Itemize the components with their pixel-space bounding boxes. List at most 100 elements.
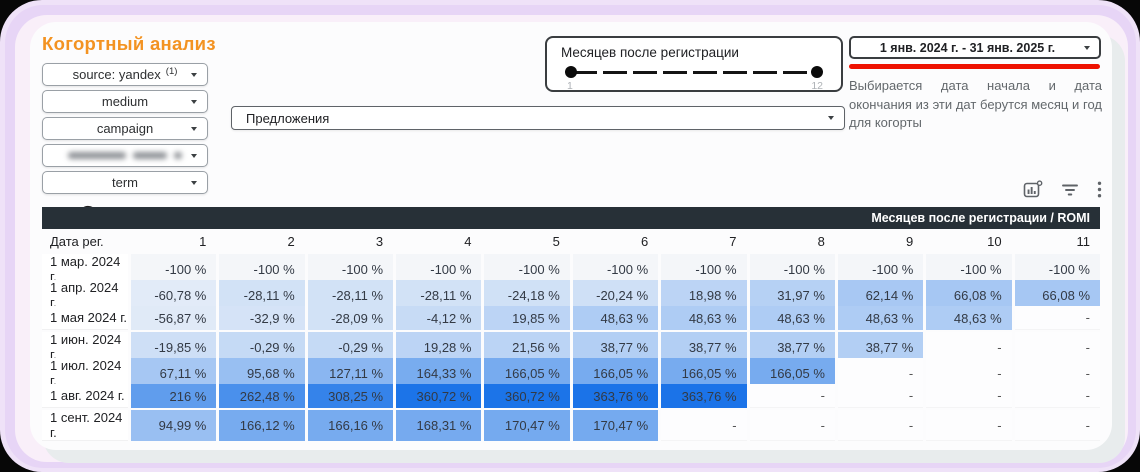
heatmap-cell[interactable]: -32,9 % — [219, 306, 305, 330]
heatmap-cell[interactable]: 66,08 % — [1014, 280, 1100, 311]
column-header[interactable]: 1 — [199, 234, 207, 249]
heatmap-cell[interactable]: 18,98 % — [661, 280, 747, 311]
heatmap-cell[interactable]: -19,85 % — [131, 332, 217, 363]
heatmap-cell[interactable]: 166,05 % — [661, 358, 747, 389]
heatmap-cell[interactable]: -28,11 % — [396, 280, 482, 311]
heatmap-cell[interactable]: 38,77 % — [749, 332, 835, 363]
heatmap-cell[interactable]: 360,72 % — [396, 384, 482, 408]
heatmap-cell[interactable]: 66,08 % — [926, 280, 1012, 311]
heatmap-cell[interactable]: - — [749, 410, 835, 441]
heatmap-cell[interactable]: -100 % — [926, 254, 1012, 285]
column-header[interactable]: 6 — [640, 234, 649, 249]
heatmap-cell[interactable]: -100 % — [307, 254, 394, 285]
heatmap-cell[interactable]: 38,77 % — [572, 332, 659, 363]
chart-options-icon[interactable] — [1023, 180, 1043, 199]
column-header[interactable]: 9 — [906, 234, 914, 249]
heatmap-cell[interactable]: - — [1014, 306, 1100, 330]
heatmap-cell[interactable]: - — [1014, 410, 1100, 441]
heatmap-cell[interactable]: -56,87 % — [131, 306, 217, 330]
heatmap-cell[interactable]: 48,63 % — [572, 306, 659, 330]
heatmap-cell[interactable]: 168,31 % — [396, 410, 482, 441]
heatmap-cell[interactable]: 38,77 % — [837, 332, 924, 363]
heatmap-cell[interactable]: -4,12 % — [396, 306, 482, 330]
more-vert-icon[interactable] — [1097, 181, 1102, 198]
heatmap-cell[interactable]: 67,11 % — [131, 358, 217, 389]
heatmap-cell[interactable]: 31,97 % — [749, 280, 835, 311]
heatmap-cell[interactable]: - — [926, 384, 1012, 408]
heatmap-cell[interactable]: -100 % — [572, 254, 659, 285]
heatmap-cell[interactable]: -100 % — [661, 254, 747, 285]
filter-term[interactable]: term — [42, 171, 208, 194]
heatmap-cell[interactable]: 262,48 % — [219, 384, 305, 408]
column-header[interactable]: 7 — [729, 234, 737, 249]
filter-campaign[interactable]: campaign — [42, 117, 208, 140]
heatmap-cell[interactable]: -28,11 % — [307, 280, 394, 311]
heatmap-cell[interactable]: 38,77 % — [661, 332, 747, 363]
column-header[interactable]: 11 — [1076, 234, 1091, 249]
column-header[interactable]: 8 — [817, 234, 825, 249]
column-header[interactable]: 4 — [464, 234, 472, 249]
slider-handle-min[interactable] — [565, 66, 577, 78]
heatmap-cell[interactable]: -100 % — [219, 254, 305, 285]
heatmap-cell[interactable]: 95,68 % — [219, 358, 305, 389]
heatmap-cell[interactable]: -100 % — [749, 254, 835, 285]
heatmap-cell[interactable]: -24,18 % — [484, 280, 570, 311]
heatmap-cell[interactable]: 19,85 % — [484, 306, 570, 330]
heatmap-cell[interactable]: -28,09 % — [307, 306, 394, 330]
heatmap-cell[interactable]: 363,76 % — [661, 384, 747, 408]
heatmap-cell[interactable]: -100 % — [484, 254, 570, 285]
heatmap-cell[interactable]: 363,76 % — [572, 384, 659, 408]
heatmap-cell[interactable]: 62,14 % — [837, 280, 924, 311]
slider-track[interactable] — [573, 71, 815, 74]
heatmap-cell[interactable]: 48,63 % — [749, 306, 835, 330]
column-header[interactable]: 10 — [987, 234, 1002, 249]
heatmap-cell[interactable]: -100 % — [837, 254, 924, 285]
heatmap-cell[interactable]: -28,11 % — [219, 280, 305, 311]
heatmap-cell[interactable]: -60,78 % — [131, 280, 217, 311]
column-header[interactable]: 2 — [287, 234, 295, 249]
heatmap-cell[interactable]: -100 % — [131, 254, 217, 285]
heatmap-cell[interactable]: -100 % — [1014, 254, 1100, 285]
heatmap-cell[interactable]: - — [1014, 384, 1100, 408]
heatmap-cell[interactable]: 48,63 % — [661, 306, 747, 330]
heatmap-cell[interactable]: - — [661, 410, 747, 441]
heatmap-cell[interactable]: 48,63 % — [926, 306, 1012, 330]
heatmap-cell[interactable]: 216 % — [131, 384, 217, 408]
heatmap-cell[interactable]: - — [837, 410, 924, 441]
heatmap-cell[interactable]: 164,33 % — [396, 358, 482, 389]
heatmap-cell[interactable]: -100 % — [396, 254, 482, 285]
column-header[interactable]: 5 — [552, 234, 560, 249]
slider-handle-max[interactable] — [811, 66, 823, 78]
heatmap-cell[interactable]: 166,12 % — [219, 410, 305, 441]
heatmap-cell[interactable]: 166,05 % — [749, 358, 835, 389]
heatmap-cell[interactable]: - — [749, 384, 835, 408]
heatmap-cell[interactable]: - — [926, 410, 1012, 441]
heatmap-cell[interactable]: 308,25 % — [307, 384, 394, 408]
heatmap-cell[interactable]: -20,24 % — [572, 280, 659, 311]
filter-source[interactable]: source: yandex (1) — [42, 63, 208, 86]
table-row: 1 апр. 2024 г. -60,78 % -28,11 % -28,11 % -2… — [42, 280, 1100, 311]
date-range-picker[interactable]: 1 янв. 2024 г. - 31 янв. 2025 г. — [849, 36, 1101, 59]
heatmap-cell[interactable]: 166,05 % — [484, 358, 570, 389]
column-header[interactable]: 3 — [375, 234, 384, 249]
heatmap-cell[interactable]: 48,63 % — [837, 306, 924, 330]
heatmap-cell[interactable]: 21,56 % — [484, 332, 570, 363]
heatmap-cell[interactable]: 360,72 % — [484, 384, 570, 408]
heatmap-cell[interactable]: - — [926, 358, 1012, 389]
filter-redacted[interactable] — [42, 144, 208, 167]
heatmap-cell[interactable]: -0,29 % — [307, 332, 394, 363]
dimension-select[interactable]: Предложения — [231, 106, 845, 130]
column-header-date[interactable]: Дата рег. — [50, 234, 104, 249]
heatmap-cell[interactable]: 19,28 % — [396, 332, 482, 363]
heatmap-cell[interactable]: 94,99 % — [131, 410, 217, 441]
heatmap-cell[interactable]: -0,29 % — [219, 332, 305, 363]
heatmap-cell[interactable]: - — [1014, 358, 1100, 389]
heatmap-cell[interactable]: 166,16 % — [307, 410, 394, 441]
heatmap-cell[interactable]: 127,11 % — [307, 358, 394, 389]
heatmap-cell[interactable]: 166,05 % — [572, 358, 659, 389]
heatmap-cell[interactable]: 170,47 % — [572, 410, 659, 441]
filter-icon[interactable] — [1061, 183, 1079, 197]
heatmap-cell[interactable]: 170,47 % — [484, 410, 570, 441]
heatmap-cell[interactable]: - — [837, 384, 924, 408]
filter-medium[interactable]: medium — [42, 90, 208, 113]
